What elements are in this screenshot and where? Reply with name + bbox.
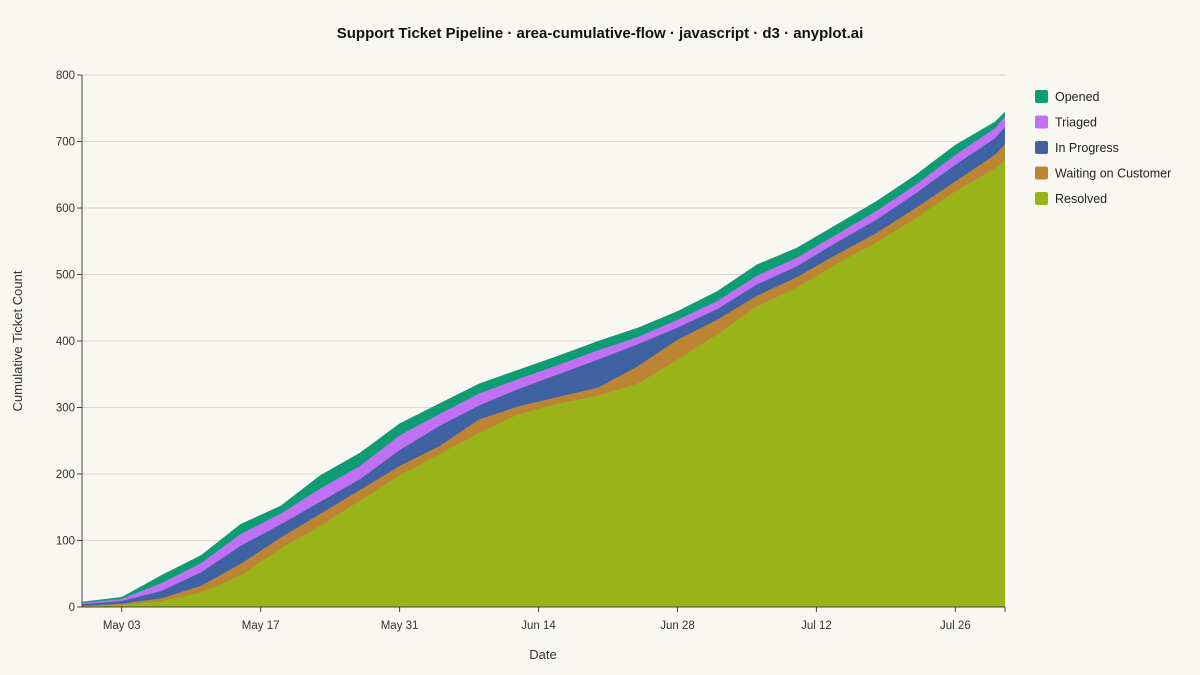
x-tick-label: Jun 14	[521, 620, 556, 632]
legend-label: Triaged	[1055, 116, 1097, 130]
legend: Opened Triaged In Progress Waiting on Custo…	[1035, 90, 1171, 206]
axes: 0 100 200 300 400 500 600 700 800 May 03 May 17 May…	[56, 70, 1006, 632]
y-tick-label: 600	[56, 203, 75, 215]
y-tick-label: 800	[56, 70, 75, 82]
y-axis-title: Cumulative Ticket Count	[10, 270, 25, 411]
legend-label: Opened	[1055, 90, 1100, 104]
stacked-areas	[82, 111, 1005, 608]
legend-label: Waiting on Customer	[1055, 167, 1171, 181]
y-tick-label: 0	[69, 602, 75, 614]
x-axis-title: Date	[529, 647, 556, 662]
legend-swatch	[1035, 141, 1048, 154]
y-tick-label: 100	[56, 536, 75, 548]
y-tick-label: 300	[56, 403, 75, 415]
legend-swatch	[1035, 90, 1048, 103]
y-tick-label: 200	[56, 469, 75, 481]
x-tick-label: May 03	[103, 620, 141, 632]
x-tick-label: Jun 28	[660, 620, 695, 632]
legend-swatch	[1035, 115, 1048, 129]
x-tick-label: May 31	[381, 620, 419, 632]
y-tick-label: 500	[56, 270, 75, 282]
x-tick-label: Jul 12	[801, 620, 832, 632]
chart-title: Support Ticket Pipeline · area-cumulativ…	[337, 25, 864, 42]
area-resolved	[82, 160, 1005, 607]
legend-swatch	[1035, 166, 1048, 180]
legend-swatch	[1035, 192, 1048, 205]
y-tick-label: 400	[56, 336, 75, 348]
y-tick-label: 700	[56, 137, 75, 149]
x-tick-label: Jul 26	[940, 620, 971, 632]
legend-label: In Progress	[1055, 141, 1119, 155]
legend-label: Resolved	[1055, 192, 1107, 206]
x-tick-label: May 17	[242, 620, 280, 632]
